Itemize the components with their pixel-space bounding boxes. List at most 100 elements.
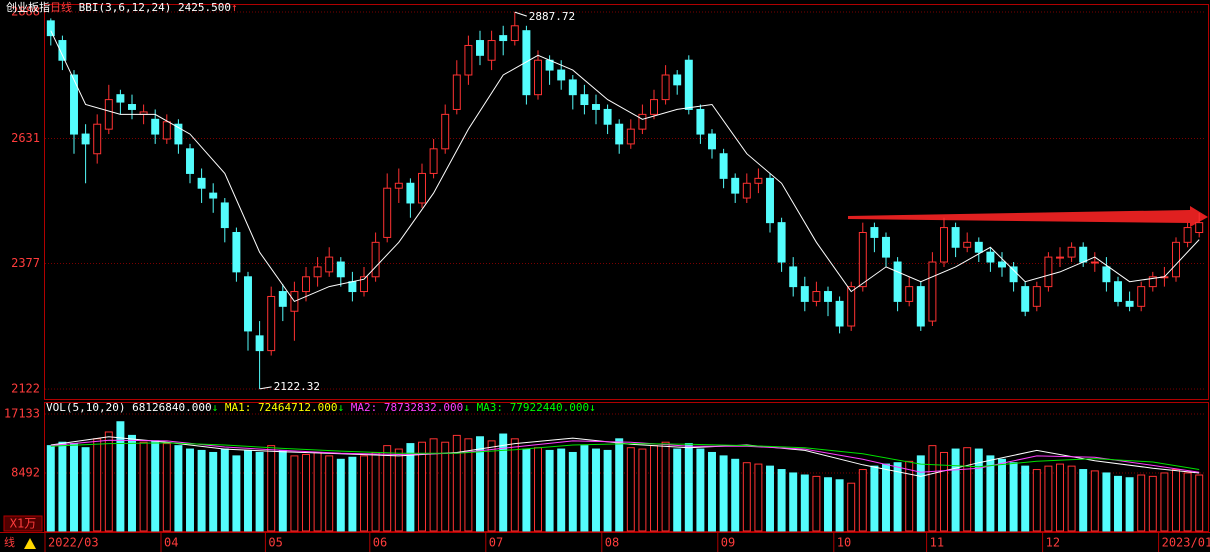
candle-body <box>209 192 218 199</box>
candle-body <box>1079 246 1088 263</box>
volume-bar <box>905 460 914 532</box>
volume-bar <box>603 449 612 532</box>
candle-body <box>499 35 508 42</box>
low-annotation: 2122.32 <box>274 380 320 393</box>
volume-bar <box>812 475 821 532</box>
volume-bar <box>974 448 983 532</box>
x-tick-label: 04 <box>164 536 178 550</box>
volume-bar <box>232 455 241 532</box>
candle-body <box>557 69 566 81</box>
candle-body <box>534 59 542 96</box>
volume-bar <box>789 472 798 532</box>
volume-bar <box>1160 472 1169 532</box>
volume-bar <box>371 451 380 532</box>
volume-bar <box>1009 462 1018 532</box>
vol-indicator-name: VOL(5,10,20) <box>46 401 125 414</box>
volume-bar <box>766 465 774 532</box>
volume-bar <box>1137 474 1146 532</box>
candle-body <box>1183 227 1192 243</box>
candle-body <box>220 202 229 229</box>
candle-body <box>255 335 264 352</box>
candle-body <box>197 177 206 189</box>
volume-ma-line <box>50 439 1200 473</box>
y-tick-label: 2122 <box>11 382 40 396</box>
volume-bar <box>406 443 415 532</box>
volume-bar <box>893 462 902 532</box>
spacer <box>503 401 510 414</box>
candle-body <box>93 123 102 155</box>
volume-bar <box>986 455 995 532</box>
candle-body <box>116 94 125 103</box>
candle-body <box>522 30 531 96</box>
volume-pane <box>44 402 1209 532</box>
candle-body <box>824 291 832 302</box>
spacer <box>251 401 258 414</box>
candle-body <box>336 261 345 278</box>
candle-body <box>1009 266 1018 283</box>
volume-bar <box>1067 465 1076 532</box>
volume-bar <box>1090 470 1099 532</box>
volume-bar <box>696 448 705 532</box>
candle-body <box>151 118 160 135</box>
ma-name: MA1: <box>225 401 252 414</box>
candle-body <box>696 108 705 135</box>
volume-bar <box>394 448 403 532</box>
candle-body <box>1195 222 1204 233</box>
candle-body <box>673 74 682 86</box>
period: 日线 <box>50 0 72 14</box>
candle-body <box>650 99 658 115</box>
candle-body <box>186 148 194 174</box>
candle-body <box>1125 300 1134 307</box>
footer-label: 线 <box>4 535 15 549</box>
spacer <box>218 401 225 414</box>
volume-bar <box>719 455 728 532</box>
volume-bar <box>754 463 763 532</box>
price-legend: 创业板指日线 BBI(3,6,12,24) 2425.500↑ <box>6 0 238 14</box>
candle-body <box>476 40 484 56</box>
volume-bar <box>534 447 542 532</box>
candle-body <box>1056 256 1064 259</box>
candle-body <box>325 256 334 273</box>
candle-body <box>441 113 450 150</box>
volume-bar <box>46 445 55 532</box>
y-tick-label: 17133 <box>4 407 40 421</box>
annotation-leader <box>514 11 527 17</box>
volume-bar <box>1102 472 1111 532</box>
candle-body <box>81 133 90 145</box>
candle-body <box>893 261 902 302</box>
volume-bar <box>255 451 264 532</box>
candle-body <box>1114 281 1122 302</box>
y-tick-label: 2888 <box>11 5 40 19</box>
volume-bar <box>800 474 809 532</box>
volume-bar <box>545 449 554 532</box>
volume-bar <box>708 451 716 532</box>
volume-bar <box>661 441 670 532</box>
candle-body <box>46 20 55 37</box>
volume-ma-line <box>50 436 1200 477</box>
unit-box <box>3 515 43 532</box>
volume-bar <box>522 448 531 532</box>
candle-body <box>232 231 241 273</box>
volume-bar <box>626 447 635 532</box>
volume-bar <box>882 463 890 532</box>
volume-bar <box>847 482 856 532</box>
trend-arrow: ↓ <box>212 401 219 414</box>
candle-body <box>406 182 415 204</box>
volume-bar <box>916 455 925 532</box>
x-tick-label: 10 <box>837 536 851 550</box>
volume-bar <box>499 433 508 532</box>
volume-bar <box>197 449 206 532</box>
volume-bar <box>940 451 948 532</box>
volume-bar <box>638 448 647 532</box>
volume-bar <box>615 438 624 532</box>
candle-body <box>684 59 693 110</box>
indicator-value: 2425.500 <box>178 1 231 14</box>
candle-body <box>1090 261 1099 264</box>
volume-bar <box>348 456 357 532</box>
volume-bar <box>777 469 786 532</box>
x-tick-label: 07 <box>489 536 503 550</box>
volume-bar <box>1172 469 1180 532</box>
candle-body <box>615 123 624 145</box>
candle-body <box>603 108 612 125</box>
volume-bar <box>441 441 450 532</box>
